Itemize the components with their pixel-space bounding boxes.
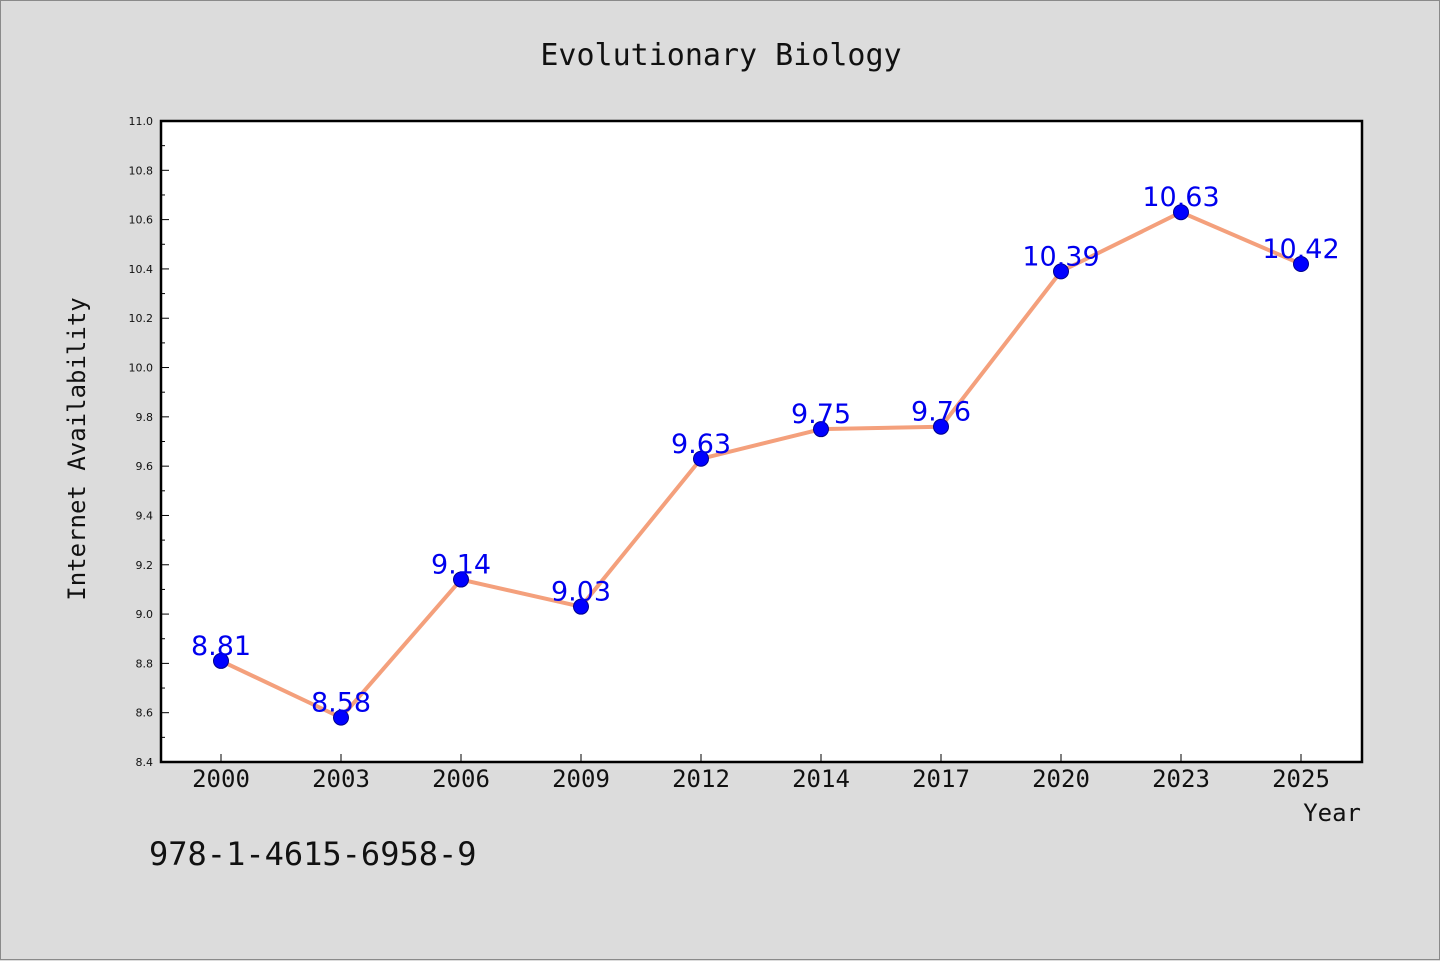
y-tick-label: 10.4 <box>129 263 154 276</box>
y-axis-label: Internet Availability <box>63 297 91 600</box>
y-tick-label: 9.0 <box>136 608 154 621</box>
x-axis-label: Year <box>1303 799 1361 827</box>
plot-area <box>159 119 1364 764</box>
data-point <box>453 571 469 588</box>
data-point <box>1293 255 1309 272</box>
data-point <box>1173 204 1189 221</box>
x-tick-label: 2020 <box>1032 765 1090 793</box>
data-point <box>573 598 589 615</box>
data-point <box>933 418 949 435</box>
x-axis: 2000 2003 2006 2009 2012 2014 2017 2020 2023 2025 <box>192 754 1330 793</box>
x-tick-label: 2009 <box>552 765 610 793</box>
x-tick-label: 2025 <box>1272 765 1330 793</box>
data-labels-group: 8.81 8.58 9.14 9.03 9.63 9.75 9.76 10.39 10.63 10… <box>191 182 1340 718</box>
series-line <box>220 210 1302 720</box>
x-tick-label: 2014 <box>792 765 850 793</box>
data-point <box>693 450 709 467</box>
chart-title: Evolutionary Biology <box>540 38 901 73</box>
data-label: 9.14 <box>431 550 491 581</box>
x-tick-label: 2006 <box>432 765 490 793</box>
x-tick-label: 2000 <box>192 765 250 793</box>
y-tick-label: 9.6 <box>136 460 154 473</box>
y-tick-label: 8.4 <box>136 756 154 769</box>
data-label: 9.63 <box>671 429 731 460</box>
y-tick-label: 10.0 <box>129 362 154 375</box>
markers-group <box>213 204 1309 726</box>
data-label: 8.58 <box>311 688 371 719</box>
y-axis: 8.4 8.6 8.8 9.0 9.2 9.4 9.6 9.8 10.0 10.2 10.4 10.6… <box>129 115 169 769</box>
data-label: 9.75 <box>791 399 851 430</box>
data-label: 10.39 <box>1022 241 1099 272</box>
y-tick-label: 10.2 <box>129 312 154 325</box>
series-line-group <box>220 210 1302 720</box>
data-label: 8.81 <box>191 631 251 662</box>
x-tick-label: 2023 <box>1152 765 1210 793</box>
data-label: 9.76 <box>911 397 971 428</box>
data-label: 9.03 <box>551 577 611 608</box>
isbn-text: 978-1-4615-6958-9 <box>149 835 477 873</box>
data-point <box>333 709 349 726</box>
data-label: 10.63 <box>1142 182 1219 213</box>
data-point <box>813 421 829 438</box>
y-tick-label: 8.8 <box>136 657 154 670</box>
data-label: 10.42 <box>1262 234 1339 265</box>
x-tick-label: 2012 <box>672 765 730 793</box>
y-tick-label: 9.4 <box>136 509 154 522</box>
data-point <box>1053 263 1069 280</box>
y-tick-label: 8.6 <box>136 707 154 720</box>
x-tick-label: 2017 <box>912 765 970 793</box>
y-tick-label: 10.6 <box>129 214 154 227</box>
y-tick-label: 9.2 <box>136 559 154 572</box>
x-tick-label: 2003 <box>312 765 370 793</box>
y-tick-label: 9.8 <box>136 411 154 424</box>
y-tick-label: 10.8 <box>129 164 154 177</box>
data-point <box>213 652 229 669</box>
y-tick-label: 11.0 <box>129 115 154 128</box>
